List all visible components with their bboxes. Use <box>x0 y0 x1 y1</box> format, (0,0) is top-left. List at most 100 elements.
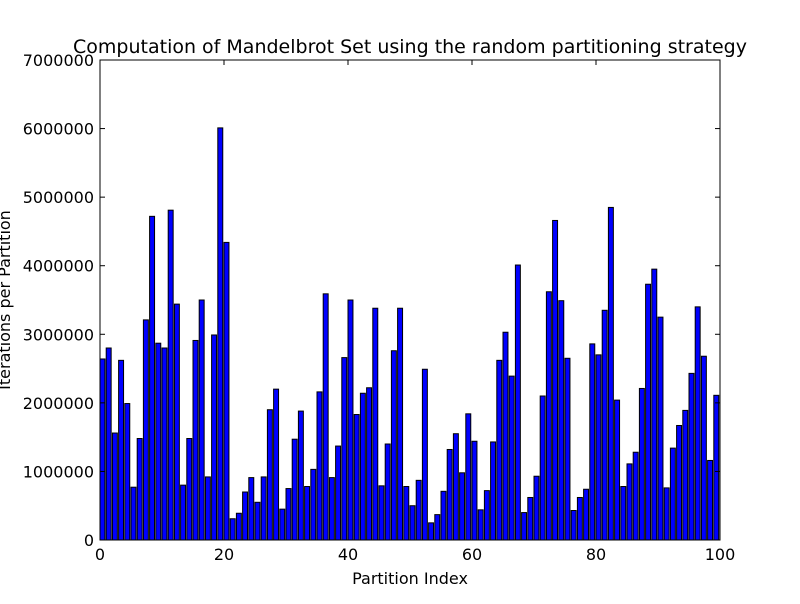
x-tick-label: 80 <box>586 545 606 564</box>
bar <box>204 476 211 541</box>
bar <box>173 303 180 541</box>
bar <box>415 479 422 541</box>
bar <box>440 490 447 541</box>
bar <box>713 394 720 541</box>
bar <box>118 359 125 541</box>
bar <box>279 508 286 541</box>
bar <box>167 209 174 541</box>
bar <box>304 486 311 541</box>
bar <box>223 241 230 541</box>
bar <box>192 339 199 541</box>
y-tick-label: 7000000 <box>23 51 94 70</box>
bar <box>409 505 416 541</box>
bar <box>111 432 118 541</box>
bar <box>328 477 335 541</box>
bar <box>378 485 385 541</box>
bar <box>694 306 701 541</box>
bar <box>359 392 366 541</box>
bar <box>260 476 267 541</box>
bar <box>632 451 639 541</box>
bar <box>452 433 459 541</box>
bar <box>372 307 379 541</box>
bar <box>428 522 435 541</box>
bar <box>397 307 404 541</box>
bar <box>124 403 131 541</box>
y-tick-label: 2000000 <box>23 394 94 413</box>
bar <box>211 334 218 541</box>
bar <box>614 399 621 541</box>
bar <box>291 438 298 541</box>
bar <box>651 268 658 541</box>
x-tick-label: 60 <box>462 545 482 564</box>
x-tick-label: 20 <box>214 545 234 564</box>
bar <box>130 486 137 541</box>
bar <box>465 413 472 541</box>
bar <box>570 510 577 541</box>
bar <box>105 347 112 541</box>
bar <box>700 355 707 541</box>
x-tick-label: 40 <box>338 545 358 564</box>
bar <box>335 445 342 541</box>
chart-title: Computation of Mandelbrot Set using the … <box>73 36 747 58</box>
bar <box>533 475 540 541</box>
bar <box>483 490 490 541</box>
bar <box>626 463 633 541</box>
bar <box>248 477 255 541</box>
bar <box>254 501 261 541</box>
bar <box>545 291 552 541</box>
y-tick-label: 3000000 <box>23 325 94 344</box>
ticks-layer: 0 20 40 60 80 100 0 1000000 2000000 3000000 400000… <box>23 51 736 564</box>
bar <box>539 395 546 541</box>
bar <box>421 368 428 541</box>
bar <box>589 343 596 541</box>
bar <box>595 354 602 541</box>
bar <box>434 514 441 541</box>
bar <box>514 264 521 541</box>
y-axis-label: Iterations per Partition <box>0 210 14 390</box>
bar <box>707 459 714 541</box>
bar <box>186 438 193 541</box>
x-tick-label: 0 <box>95 545 105 564</box>
bar <box>583 488 590 541</box>
bar <box>198 299 205 541</box>
bar <box>459 472 466 541</box>
bar <box>217 127 224 541</box>
bar <box>322 293 329 541</box>
bar <box>142 319 149 541</box>
bar <box>496 359 503 541</box>
bar <box>403 486 410 541</box>
bar <box>390 350 397 541</box>
y-tick-label: 5000000 <box>23 188 94 207</box>
bar <box>682 409 689 541</box>
x-tick-label: 100 <box>705 545 736 564</box>
bar <box>273 388 280 541</box>
bar <box>99 358 106 541</box>
bar <box>552 219 559 541</box>
bar <box>477 509 484 541</box>
bar <box>229 518 236 541</box>
bar <box>149 215 156 541</box>
bar <box>645 283 652 541</box>
bar <box>242 491 249 541</box>
bar <box>607 206 614 541</box>
y-tick-label: 0 <box>84 531 94 550</box>
bar <box>638 387 645 541</box>
bar <box>310 468 317 541</box>
plot-frame <box>99 59 721 541</box>
bar <box>527 496 534 541</box>
bar <box>353 414 360 541</box>
bar <box>490 441 497 541</box>
y-tick-label: 1000000 <box>23 462 94 481</box>
bar <box>601 309 608 541</box>
bar <box>285 488 292 541</box>
bar <box>676 424 683 541</box>
bar <box>576 496 583 541</box>
bar <box>316 391 323 541</box>
bar <box>657 316 664 541</box>
bar <box>446 448 453 541</box>
bar <box>366 387 373 541</box>
bar <box>235 512 242 541</box>
bar <box>161 347 168 541</box>
